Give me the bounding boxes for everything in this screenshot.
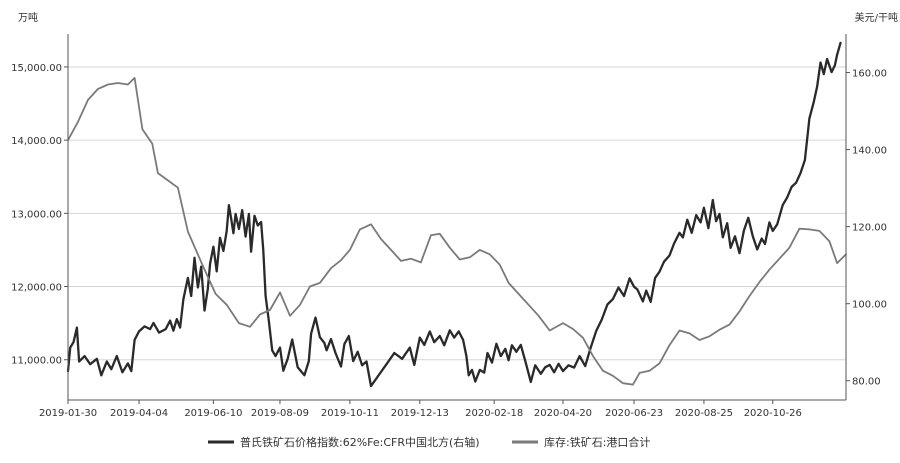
x-tick-label: 2019-04-04 — [110, 408, 168, 419]
right-tick-label: 120.00 — [852, 223, 887, 234]
x-axis-ticks: 2019-01-30 2019-04-04 2019-06-10 2019-08-09… — [39, 400, 802, 419]
axes — [67, 34, 847, 401]
x-tick-label: 2020-02-18 — [465, 408, 523, 419]
legend-label: 普氏铁矿石价格指数:62%Fe:CFR中国北方(右轴) — [240, 435, 480, 449]
right-axis-unit: 美元/干吨 — [855, 11, 898, 24]
left-axis-ticks: 11,000.00 12,000.00 13,000.00 14,000.00 15,0… — [11, 63, 68, 367]
gridlines — [68, 66, 846, 361]
left-tick-label: 15,000.00 — [11, 63, 62, 74]
left-tick-label: 11,000.00 — [11, 356, 62, 367]
x-tick-label: 2019-10-11 — [321, 408, 379, 419]
series-line-port-inventory — [67, 77, 847, 386]
left-axis-unit: 万吨 — [18, 11, 38, 24]
legend-label: 库存:铁矿石:港口合计 — [544, 435, 650, 449]
x-tick-label: 2020-06-23 — [605, 408, 663, 419]
x-tick-label: 2020-04-20 — [534, 408, 592, 419]
right-tick-label: 80.00 — [852, 377, 881, 388]
x-tick-label: 2020-10-26 — [744, 408, 802, 419]
x-tick-label: 2019-06-10 — [184, 408, 242, 419]
left-tick-label: 12,000.00 — [11, 283, 62, 294]
legend: 普氏铁矿石价格指数:62%Fe:CFR中国北方(右轴) 库存:铁矿石:港口合计 — [208, 435, 650, 449]
left-tick-label: 13,000.00 — [11, 209, 62, 220]
left-tick-label: 14,000.00 — [11, 136, 62, 147]
x-tick-label: 2019-01-30 — [39, 408, 97, 419]
x-tick-label: 2019-12-13 — [391, 408, 449, 419]
right-tick-label: 100.00 — [852, 300, 887, 311]
right-tick-label: 140.00 — [852, 146, 887, 157]
series-layer — [66, 41, 847, 388]
series-line-iron-ore-price — [66, 41, 842, 388]
right-tick-label: 160.00 — [852, 69, 887, 80]
right-axis-ticks: 80.00 100.00 120.00 140.00 160.00 — [846, 69, 887, 388]
x-tick-label: 2019-08-09 — [251, 408, 309, 419]
x-tick-label: 2020-08-25 — [675, 408, 733, 419]
